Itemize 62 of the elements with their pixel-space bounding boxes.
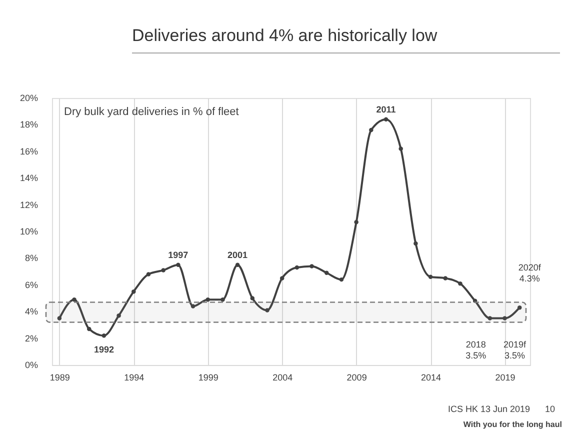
annotation: 2019f 3.5% [504, 339, 527, 360]
point [250, 296, 255, 300]
point [176, 262, 180, 267]
point [414, 241, 418, 246]
annotation: 2018 3.5% [466, 339, 486, 360]
y-tick-label: 4% [24, 306, 38, 317]
y-tick-label: 14% [20, 173, 38, 184]
annotation: 1992 [94, 344, 114, 355]
x-tick-label: 1989 [50, 372, 70, 382]
y-tick-label: 2% [24, 333, 38, 344]
x-tick-label: 2009 [346, 372, 367, 382]
point [220, 297, 225, 302]
point [488, 316, 492, 320]
point [57, 316, 62, 320]
text: 10 [544, 404, 555, 414]
point [339, 277, 344, 282]
point [517, 305, 522, 310]
point [324, 270, 329, 275]
y-tick-label: 0% [24, 360, 38, 370]
point [310, 264, 314, 268]
annotation: 2020f 4.3% [518, 262, 542, 284]
annotation: 2011 [376, 104, 396, 114]
point [280, 276, 284, 280]
point [443, 276, 448, 280]
x-tick-label: 2014 [421, 372, 442, 382]
point [102, 334, 106, 338]
point [190, 304, 196, 308]
x-tick-label: 1994 [124, 372, 144, 382]
point [472, 298, 478, 304]
point [502, 316, 507, 320]
y-tick-label: 6% [24, 280, 38, 290]
y-tick-label: 18% [20, 120, 38, 130]
point [294, 265, 300, 270]
y-tick-label: 10% [20, 226, 38, 236]
point [206, 297, 210, 302]
y-tick-label: 16% [20, 146, 38, 156]
y-tick-label: 12% [20, 200, 38, 210]
point [72, 297, 76, 302]
annotation: 2001 [228, 250, 248, 260]
point [132, 289, 136, 294]
x-tick-label: 1999 [198, 372, 218, 382]
point [161, 268, 166, 272]
point [458, 281, 462, 286]
point [384, 117, 388, 122]
text: With you for the long haul [463, 420, 562, 429]
annotation: Dry bulk yard deliveries in % of fleet [64, 106, 239, 118]
point [398, 146, 403, 151]
y-tick-label: 20% [20, 93, 38, 103]
text: ICS HK 13 Jun 2019 [448, 404, 530, 414]
y-tick-label: 8% [24, 253, 38, 264]
point [265, 308, 270, 312]
point [235, 262, 240, 267]
x-tick-label: 2019 [495, 372, 516, 382]
point [116, 313, 121, 318]
x-tick-label: 2004 [272, 372, 293, 382]
point [146, 272, 151, 276]
point [86, 326, 92, 332]
annotation: 1997 [168, 250, 188, 260]
chart-title: Deliveries around 4% are historically low [132, 26, 438, 45]
point [428, 274, 433, 280]
point [369, 128, 374, 132]
point [354, 220, 358, 224]
